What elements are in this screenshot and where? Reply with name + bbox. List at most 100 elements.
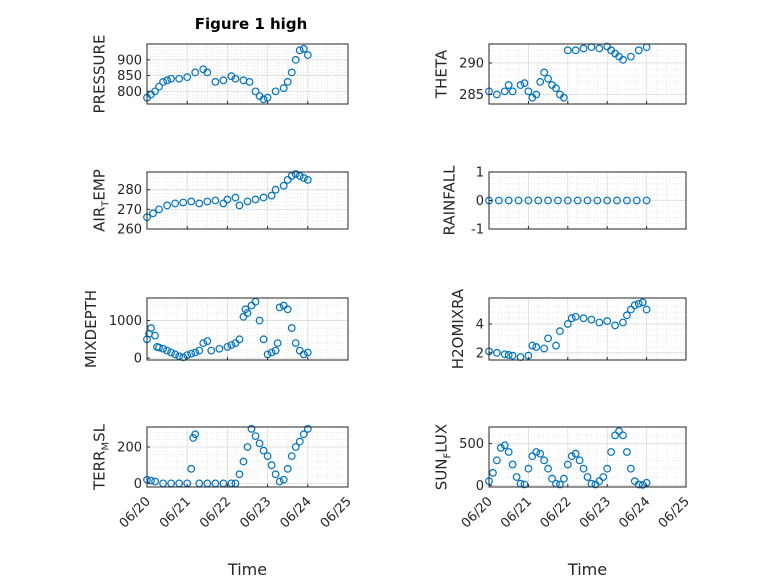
data-point — [171, 199, 180, 208]
data-point — [303, 175, 312, 184]
data-point — [219, 199, 228, 208]
axes-h2omixra: 2 4 H2OMIXRA — [449, 288, 687, 369]
data-point — [183, 73, 192, 82]
data-point — [187, 197, 196, 206]
y-axis-label-rest: SL — [90, 423, 108, 442]
data-point — [279, 475, 288, 484]
data-point — [638, 298, 647, 307]
data-point — [299, 173, 308, 182]
data-point — [504, 81, 513, 89]
data-point — [241, 305, 250, 314]
data-point — [235, 470, 244, 479]
data-point — [283, 175, 292, 184]
data-point — [504, 448, 513, 456]
data-point — [223, 195, 232, 204]
data-point — [251, 195, 260, 204]
data-point — [147, 324, 155, 332]
data-point — [573, 196, 582, 205]
y-tick-label: 0 — [476, 479, 484, 494]
y-tick-label: 280 — [117, 183, 142, 198]
y-tick-label: 270 — [117, 203, 142, 218]
data-point — [223, 342, 232, 351]
axes-box — [146, 171, 349, 230]
x-axis-label: Time — [567, 560, 607, 579]
data-point — [155, 82, 163, 91]
data-point — [243, 197, 252, 206]
data-point — [151, 87, 159, 96]
data-point — [243, 309, 252, 317]
data-point — [532, 90, 541, 99]
data-point — [642, 305, 651, 314]
x-axis-label: Time — [227, 560, 267, 579]
data-point — [151, 331, 159, 340]
data-point — [203, 337, 212, 346]
y-axis-label-subscript: M — [100, 442, 111, 451]
data-point — [203, 197, 212, 206]
data-point — [607, 448, 616, 456]
data-point — [559, 474, 568, 483]
data-point — [163, 346, 172, 355]
data-point — [611, 321, 619, 330]
data-point — [626, 464, 635, 473]
data-point — [279, 84, 288, 93]
data-point — [275, 477, 284, 486]
data-point — [163, 76, 172, 85]
y-axis-label-text: RAINFALL — [441, 165, 459, 236]
y-axis-label-subscript: F — [442, 452, 453, 458]
figure-title: Figure 1 high — [195, 15, 308, 33]
data-point — [615, 427, 623, 436]
data-point — [219, 76, 228, 85]
data-point — [195, 346, 204, 355]
data-point — [626, 305, 635, 314]
data-point — [524, 196, 533, 205]
data-point — [528, 452, 537, 461]
data-point — [540, 68, 549, 77]
data-point — [303, 348, 312, 357]
data-point — [642, 196, 651, 205]
data-point — [500, 87, 509, 96]
data-point — [263, 452, 272, 460]
data-point — [191, 348, 200, 357]
data-point — [516, 81, 525, 89]
data-point — [303, 51, 312, 59]
data-point — [579, 314, 588, 323]
axes-rainfall: -1 0 1 RAINFALL — [441, 165, 687, 238]
data-point — [291, 55, 300, 64]
data-point — [634, 480, 643, 489]
y-tick-label: 285 — [459, 88, 484, 103]
data-point — [528, 341, 537, 350]
data-point — [508, 460, 517, 469]
data-point — [583, 473, 592, 481]
data-point — [595, 44, 604, 53]
data-point — [524, 87, 533, 96]
data-point — [583, 196, 592, 205]
data-point — [299, 430, 308, 439]
data-point — [235, 335, 244, 344]
data-point — [556, 327, 564, 336]
data-point — [579, 464, 588, 473]
axes-box — [146, 43, 349, 105]
data-point — [251, 87, 260, 96]
data-point — [520, 79, 529, 88]
data-point — [500, 441, 509, 450]
axes-box — [488, 43, 687, 105]
data-point — [203, 68, 212, 77]
data-point — [623, 311, 631, 320]
data-point — [231, 74, 240, 83]
data-point — [571, 449, 580, 458]
data-point — [227, 72, 236, 81]
data-point — [287, 452, 296, 460]
data-point — [603, 464, 612, 473]
data-point — [563, 46, 572, 55]
data-point — [512, 473, 521, 481]
y-axis-label-text: THETA — [432, 49, 450, 99]
data-point — [271, 346, 280, 355]
data-point — [207, 346, 216, 355]
data-point — [559, 93, 568, 102]
data-point — [243, 443, 252, 451]
data-point — [595, 318, 604, 327]
y-axis-label: TERRMSL — [90, 423, 111, 491]
data-point — [245, 77, 254, 86]
data-point — [634, 299, 643, 308]
